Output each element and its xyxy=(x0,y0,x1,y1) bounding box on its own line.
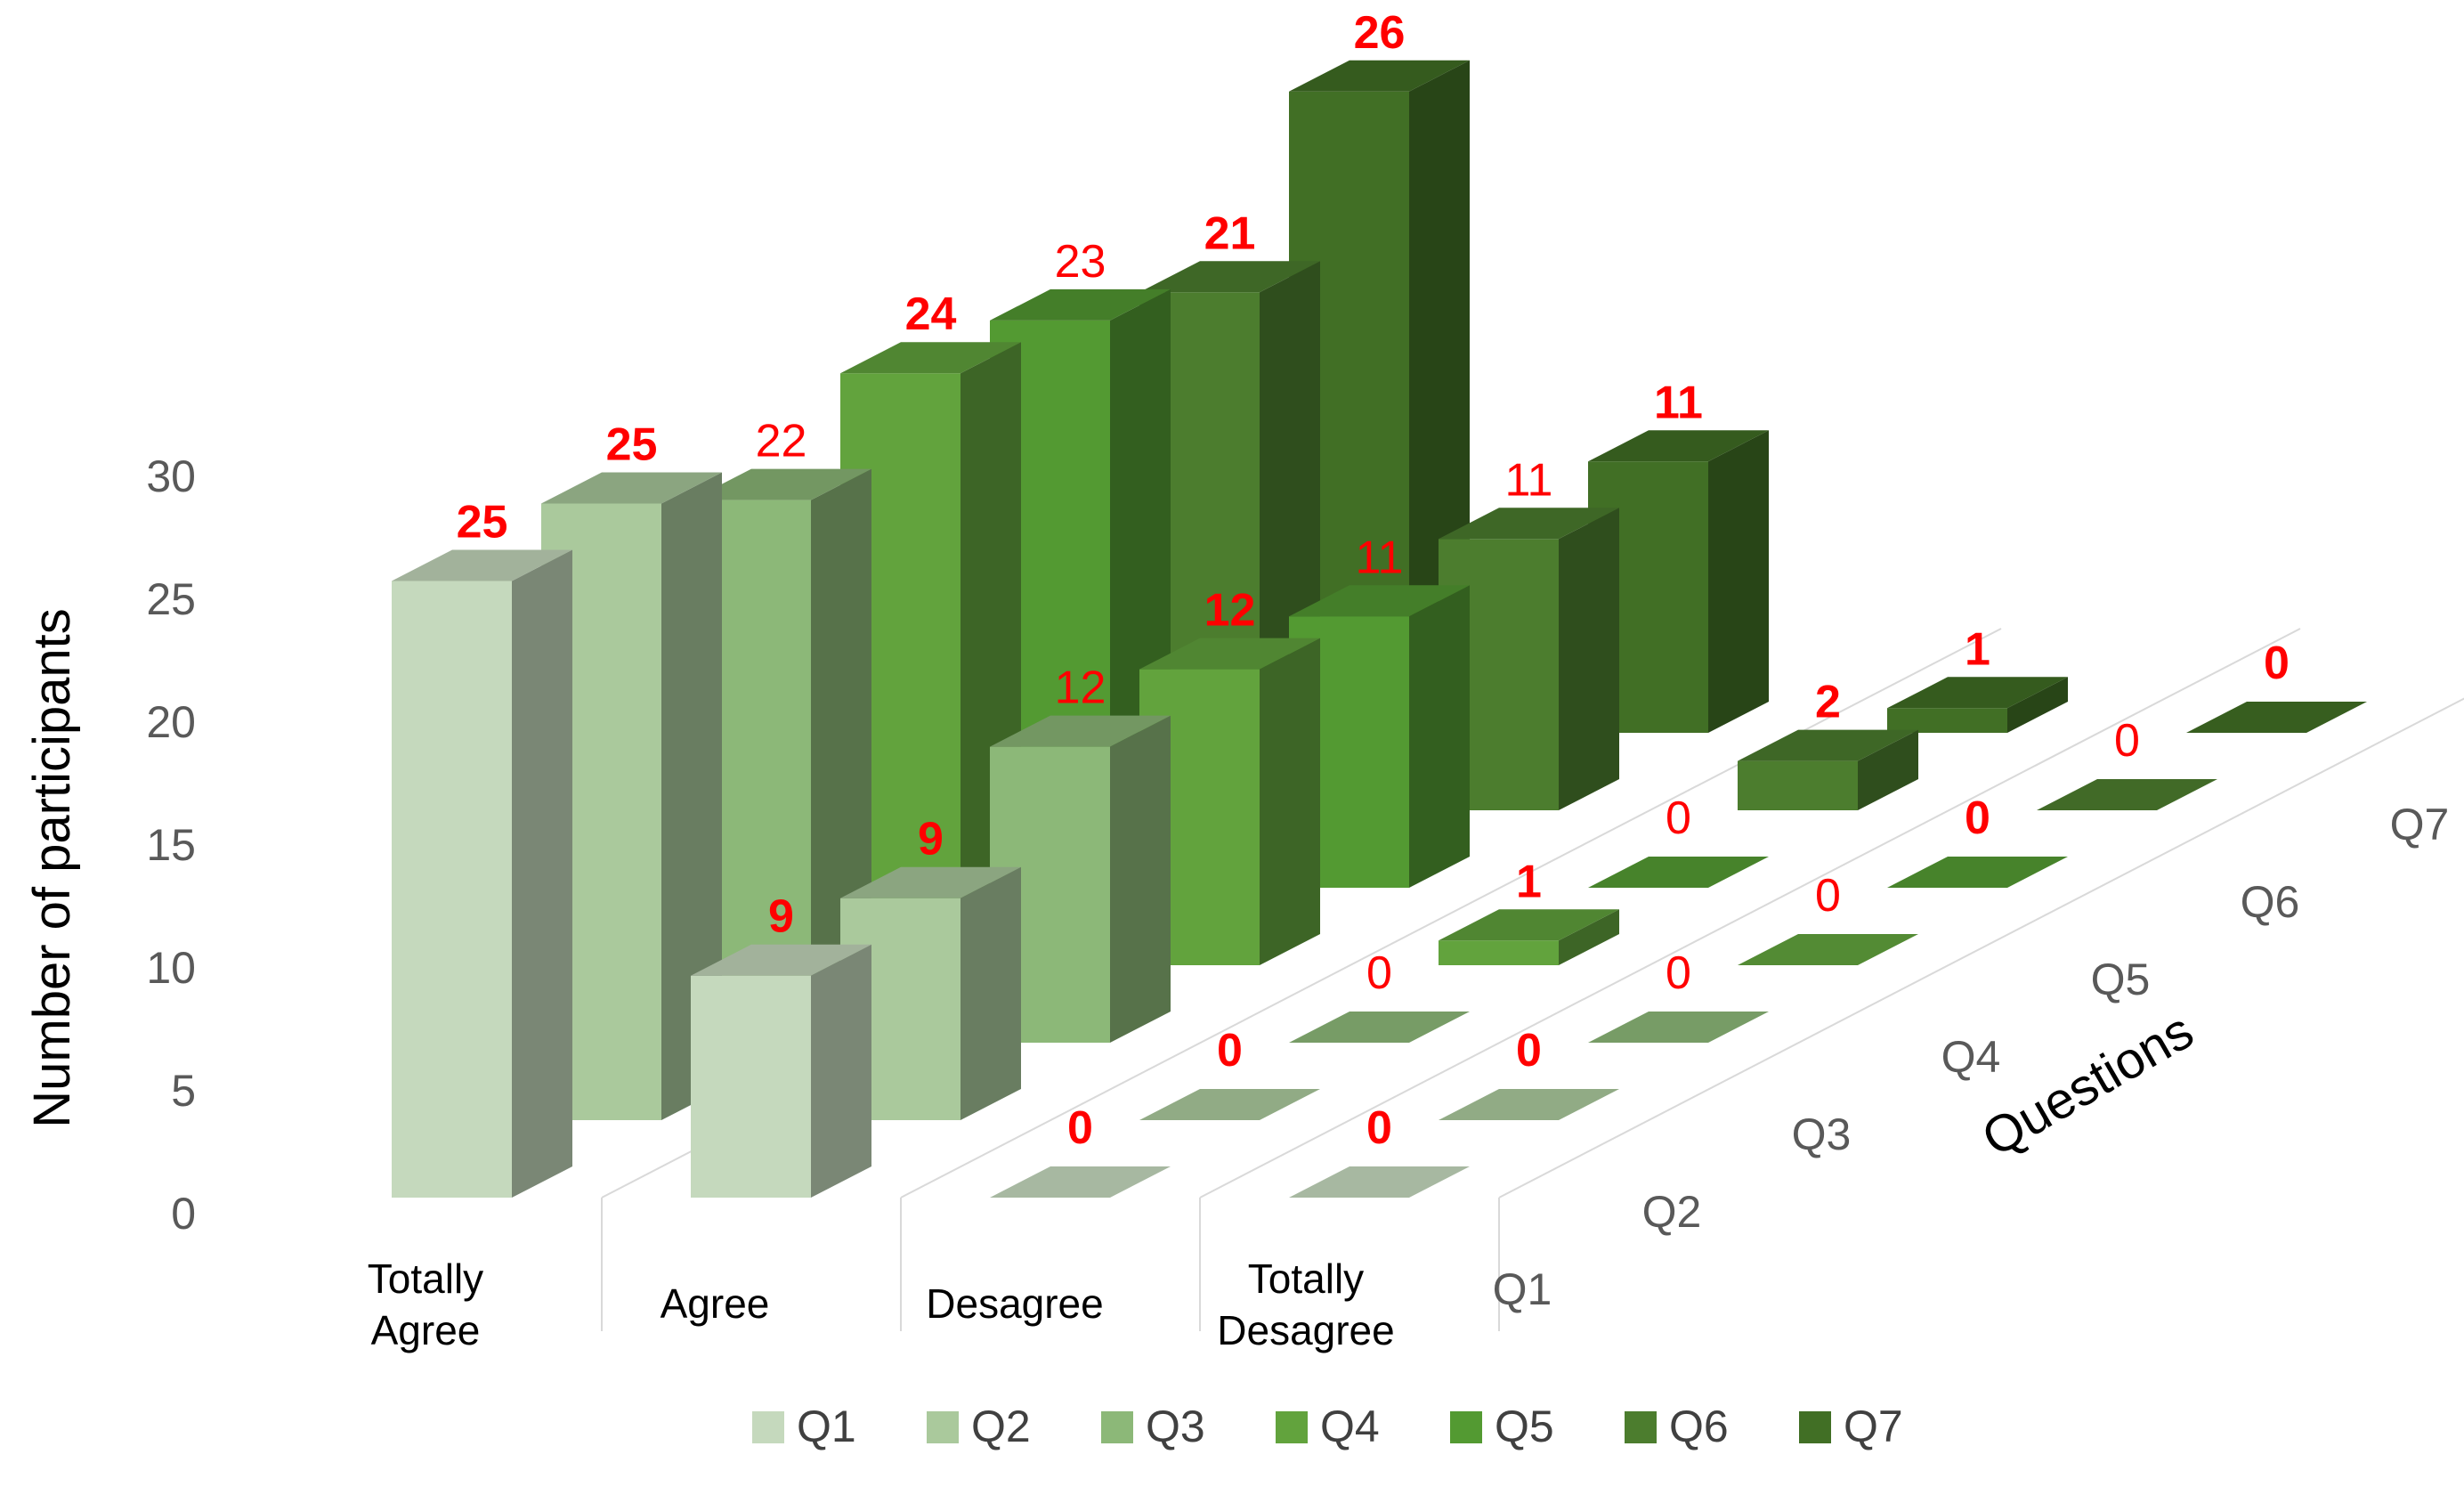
data-label-Q7-2: 1 xyxy=(1965,623,1990,675)
bar-Q2-1 xyxy=(840,866,1021,1120)
data-label-Q2-0: 25 xyxy=(606,419,658,471)
legend-label: Q5 xyxy=(1495,1402,1554,1451)
data-label-Q2-2: 0 xyxy=(1217,1025,1243,1077)
z-tick-label: Q2 xyxy=(1642,1187,1702,1237)
y-tick-label: 5 xyxy=(171,1066,196,1116)
data-label-Q1-3: 0 xyxy=(1366,1102,1392,1154)
data-label-Q1-1: 9 xyxy=(768,891,794,943)
data-label-Q5-2: 0 xyxy=(1666,792,1691,844)
floor-gridline xyxy=(1498,697,2464,1199)
legend-item-Q6: Q6 xyxy=(1625,1402,1729,1451)
bar-Q5-2 xyxy=(1588,857,1769,888)
bar-Q1-3 xyxy=(1289,1166,1470,1198)
y-tick-label: 10 xyxy=(146,943,196,993)
bar-Q7-3 xyxy=(2186,702,2367,733)
data-label-Q4-3: 0 xyxy=(1815,870,1841,922)
data-label-Q6-3: 0 xyxy=(2114,715,2140,767)
data-label-Q3-3: 0 xyxy=(1666,947,1691,999)
bar-Q4-3 xyxy=(1738,934,1918,965)
legend-item-Q2: Q2 xyxy=(927,1402,1031,1451)
bar-Q1-1 xyxy=(691,944,871,1198)
bar-Q4-2 xyxy=(1439,909,1619,965)
legend-label: Q1 xyxy=(797,1402,856,1451)
legend-swatch xyxy=(1101,1411,1133,1443)
data-label-Q1-2: 0 xyxy=(1067,1102,1093,1154)
legend-label: Q2 xyxy=(971,1402,1031,1451)
bars-group xyxy=(392,60,2367,1198)
x-tick-label: Agree xyxy=(661,1280,770,1327)
legend-label: Q3 xyxy=(1146,1402,1205,1451)
bar-Q7-2 xyxy=(1887,677,2068,733)
y-tick-label: 0 xyxy=(171,1189,196,1239)
z-tick-label: Q3 xyxy=(1792,1109,1852,1159)
legend-item-Q3: Q3 xyxy=(1101,1402,1205,1451)
legend-swatch xyxy=(927,1411,959,1443)
data-label-Q4-2: 1 xyxy=(1516,856,1542,907)
bar-Q6-3 xyxy=(2037,779,2217,810)
data-label-Q5-0: 23 xyxy=(1055,236,1106,288)
data-label-Q7-3: 0 xyxy=(2264,638,2290,689)
bar-Q1-2 xyxy=(990,1166,1171,1198)
legend-item-Q5: Q5 xyxy=(1450,1402,1554,1451)
legend-swatch xyxy=(1450,1411,1482,1443)
y-tick-label: 30 xyxy=(146,451,196,501)
bar-Q3-3 xyxy=(1588,1012,1769,1043)
data-label-Q6-2: 2 xyxy=(1815,677,1841,728)
data-label-Q3-0: 22 xyxy=(756,416,807,467)
data-label-Q7-1: 11 xyxy=(1654,377,1703,428)
data-label-Q6-0: 21 xyxy=(1204,207,1256,259)
z-axis-title: Questions xyxy=(1973,1002,2203,1168)
floor-gridline xyxy=(900,628,2002,1199)
bar-Q5-3 xyxy=(1887,857,2068,888)
z-tick-label: Q6 xyxy=(2241,877,2300,927)
data-label-Q2-1: 9 xyxy=(918,814,944,865)
data-label-Q3-1: 12 xyxy=(1055,662,1106,714)
data-label-Q5-1: 11 xyxy=(1356,532,1404,583)
y-axis-title: Number of participants xyxy=(23,608,81,1127)
data-label-Q5-3: 0 xyxy=(1965,792,1990,844)
legend-label: Q7 xyxy=(1844,1402,1903,1451)
x-tick-label: Desagree xyxy=(926,1280,1103,1327)
legend-label: Q6 xyxy=(1669,1402,1729,1451)
z-tick-label: Q4 xyxy=(1941,1032,2001,1082)
bar-Q6-2 xyxy=(1738,729,1918,810)
data-label-Q3-2: 0 xyxy=(1366,947,1392,999)
data-label-Q4-0: 24 xyxy=(905,288,957,340)
bar-Q2-3 xyxy=(1439,1089,1619,1120)
data-label-Q1-0: 25 xyxy=(457,497,508,548)
data-label-Q2-3: 0 xyxy=(1516,1025,1542,1077)
data-label-Q6-1: 11 xyxy=(1505,454,1553,506)
z-tick-label: Q5 xyxy=(2091,955,2151,1004)
bar-Q1-0 xyxy=(392,549,572,1198)
legend-label: Q4 xyxy=(1320,1402,1380,1451)
z-tick-label: Q1 xyxy=(1493,1264,1552,1314)
x-tick-label: Totally Desagree xyxy=(1217,1255,1394,1353)
legend-swatch xyxy=(752,1411,784,1443)
legend: Q1 Q2 Q3 Q4 Q5 Q6 Q7 xyxy=(752,1402,1903,1451)
legend-swatch xyxy=(1799,1411,1831,1443)
legend-item-Q1: Q1 xyxy=(752,1402,856,1451)
legend-swatch xyxy=(1276,1411,1308,1443)
y-tick-label: 25 xyxy=(146,574,196,624)
y-tick-label: 15 xyxy=(146,820,196,870)
legend-swatch xyxy=(1625,1411,1657,1443)
z-tick-label: Q7 xyxy=(2390,800,2450,849)
data-label-Q4-1: 12 xyxy=(1204,585,1256,637)
bar-Q2-2 xyxy=(1139,1089,1320,1120)
x-tick-label: Totally Agree xyxy=(368,1255,483,1353)
floor-gridline xyxy=(1199,628,2301,1199)
y-tick-label: 20 xyxy=(146,697,196,747)
data-label-Q7-0: 26 xyxy=(1354,7,1406,59)
legend-item-Q4: Q4 xyxy=(1276,1402,1380,1451)
bar-Q3-2 xyxy=(1289,1012,1470,1043)
legend-item-Q7: Q7 xyxy=(1799,1402,1903,1451)
